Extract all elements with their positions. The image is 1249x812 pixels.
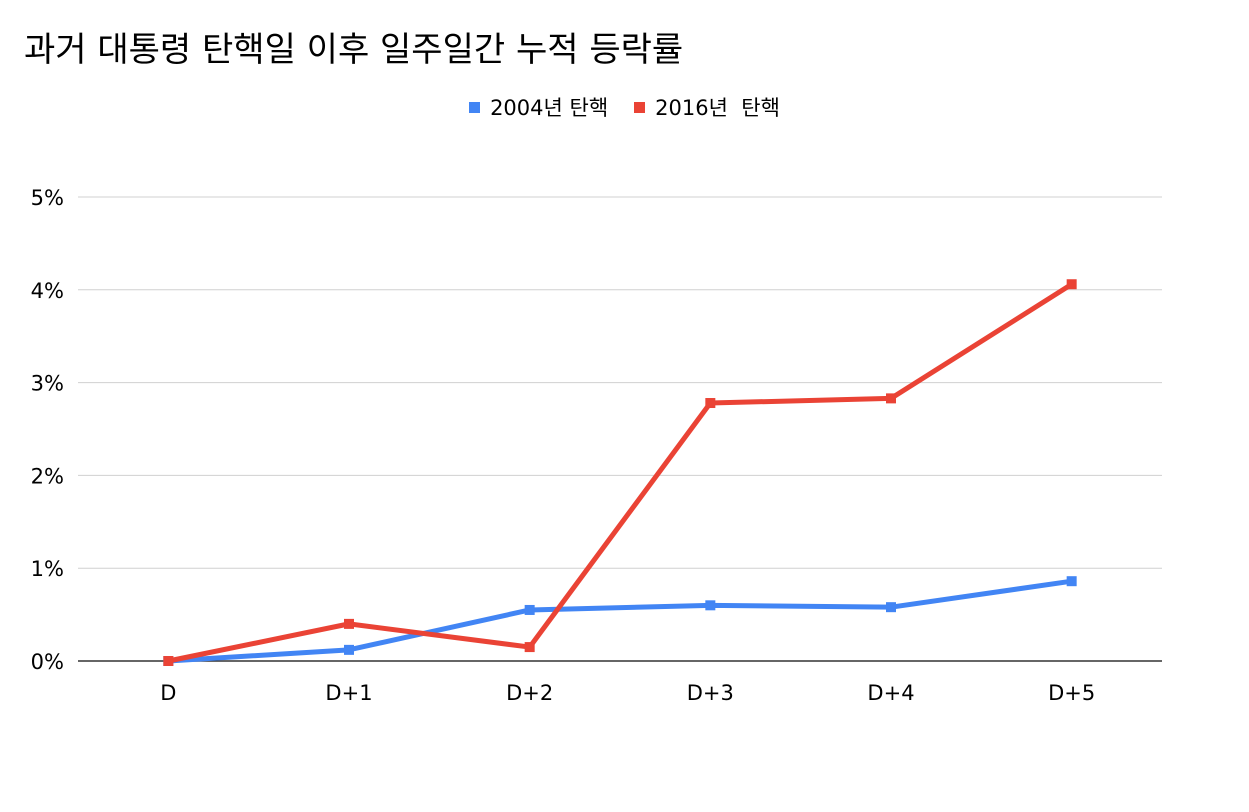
x-tick-label: D+2 [506,681,553,705]
legend-label-2004: 2004년 탄핵 [490,96,609,120]
x-tick-label: D+4 [867,681,914,705]
y-tick-label: 3% [31,372,64,396]
legend: 2004년 탄핵 2016년 탄핵 [0,92,1249,122]
legend-label-2016: 2016년 탄핵 [655,96,780,120]
y-tick-label: 1% [31,557,64,581]
legend-swatch-2004 [469,101,481,113]
data-point-2016 [886,393,896,404]
legend-item-2016: 2016년 탄핵 [634,92,780,122]
y-tick-label: 4% [31,279,64,303]
x-tick-label: D+1 [325,681,372,705]
series-line-2004 [165,578,1075,664]
data-point-2016 [344,618,354,629]
x-tick-label: D+5 [1048,681,1095,705]
data-point-2004 [1066,576,1077,587]
data-point-2016 [524,642,535,653]
chart-title: 과거 대통령 탄핵일 이후 일주일간 누적 등락률 [24,30,684,70]
legend-swatch-2016 [634,101,646,113]
x-tick-label: D+3 [687,681,734,705]
series-line-2016 [165,281,1075,664]
data-point-2004 [705,600,716,611]
y-tick-label: 5% [31,186,64,210]
y-tick-label: 2% [31,464,64,488]
legend-item-2004: 2004년 탄핵 [469,92,608,122]
data-point-2016 [163,656,174,666]
data-point-2016 [705,398,716,409]
data-point-2004 [344,644,354,655]
data-point-2016 [1066,279,1077,290]
data-point-2004 [524,604,535,615]
data-point-2004 [886,602,896,613]
y-tick-label: 0% [31,650,64,674]
x-tick-label: D [160,681,176,705]
